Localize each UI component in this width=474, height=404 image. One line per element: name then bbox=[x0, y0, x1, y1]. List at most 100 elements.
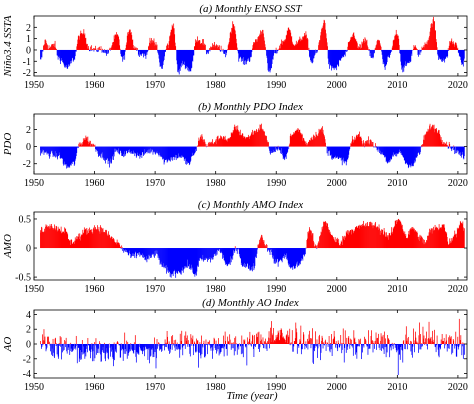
bar bbox=[432, 19, 434, 50]
bar bbox=[234, 30, 236, 50]
bar bbox=[116, 32, 118, 50]
bar bbox=[222, 344, 224, 349]
bar bbox=[316, 339, 318, 344]
bar bbox=[244, 139, 246, 147]
bar bbox=[100, 344, 101, 355]
bar bbox=[126, 344, 128, 359]
bar bbox=[376, 227, 377, 249]
bar bbox=[59, 146, 60, 155]
bar bbox=[447, 344, 449, 349]
bar bbox=[58, 146, 59, 156]
bar bbox=[329, 146, 330, 150]
bar bbox=[41, 146, 42, 153]
bar bbox=[385, 49, 387, 66]
bar bbox=[284, 338, 286, 344]
bar bbox=[102, 48, 103, 50]
bar bbox=[204, 43, 205, 50]
bar bbox=[375, 45, 377, 50]
bar bbox=[388, 239, 390, 249]
bar bbox=[156, 339, 158, 344]
bar bbox=[261, 128, 263, 147]
bar bbox=[282, 146, 284, 160]
bar bbox=[130, 146, 132, 154]
bar bbox=[111, 146, 112, 163]
bar bbox=[382, 229, 383, 249]
bar bbox=[203, 139, 204, 147]
bar bbox=[100, 49, 101, 50]
bar bbox=[50, 225, 52, 249]
bar bbox=[462, 221, 464, 249]
bar bbox=[460, 146, 462, 153]
bar bbox=[108, 146, 110, 161]
bar bbox=[437, 49, 438, 55]
bar bbox=[454, 234, 456, 249]
bar bbox=[272, 335, 273, 344]
bar bbox=[153, 344, 155, 358]
bar bbox=[158, 342, 159, 344]
bar bbox=[173, 248, 175, 272]
bar bbox=[137, 49, 139, 56]
bar bbox=[273, 248, 275, 264]
bar bbox=[400, 344, 402, 347]
bar bbox=[219, 45, 220, 50]
bar bbox=[211, 141, 212, 147]
bar bbox=[359, 344, 360, 347]
bar bbox=[204, 45, 206, 50]
bar bbox=[207, 248, 209, 259]
bar bbox=[375, 146, 377, 148]
bar bbox=[372, 340, 373, 344]
bar bbox=[426, 331, 427, 344]
bar bbox=[343, 240, 345, 249]
bar bbox=[97, 49, 98, 53]
bar bbox=[218, 139, 220, 147]
bar bbox=[121, 344, 123, 350]
bar bbox=[226, 139, 228, 147]
bar bbox=[386, 344, 387, 347]
bar bbox=[59, 146, 61, 159]
bar bbox=[401, 224, 403, 249]
bar bbox=[394, 344, 396, 345]
bar bbox=[141, 49, 143, 55]
bar bbox=[428, 321, 430, 344]
bar bbox=[186, 49, 188, 66]
bar bbox=[401, 344, 403, 350]
bar bbox=[430, 336, 432, 344]
y-tick-label: -4 bbox=[23, 369, 31, 380]
bar bbox=[91, 144, 93, 147]
bar bbox=[263, 33, 264, 50]
bar bbox=[336, 344, 338, 345]
bar bbox=[431, 228, 432, 249]
bar bbox=[67, 234, 69, 249]
bar bbox=[330, 49, 332, 67]
bar bbox=[181, 49, 183, 61]
bar bbox=[398, 344, 400, 350]
bar bbox=[198, 140, 199, 147]
y-tick-label: 0 bbox=[26, 244, 31, 255]
bar bbox=[131, 35, 133, 50]
bar bbox=[122, 146, 124, 156]
bar bbox=[319, 129, 321, 147]
bar bbox=[134, 47, 136, 50]
bar bbox=[445, 144, 447, 147]
bar bbox=[400, 344, 402, 346]
bar bbox=[68, 49, 70, 65]
bar bbox=[173, 146, 175, 157]
bar bbox=[53, 344, 55, 357]
bar bbox=[40, 146, 41, 156]
bar bbox=[357, 344, 359, 347]
bar bbox=[246, 344, 248, 366]
bar bbox=[93, 145, 95, 147]
bar bbox=[304, 141, 306, 147]
bar bbox=[232, 129, 234, 147]
bar bbox=[77, 146, 79, 149]
bar bbox=[57, 344, 58, 345]
bar bbox=[245, 49, 247, 65]
bar bbox=[372, 49, 373, 58]
bar bbox=[158, 146, 160, 157]
bar bbox=[303, 37, 305, 50]
bar bbox=[138, 248, 140, 253]
bar bbox=[99, 343, 101, 344]
bar bbox=[384, 232, 386, 249]
